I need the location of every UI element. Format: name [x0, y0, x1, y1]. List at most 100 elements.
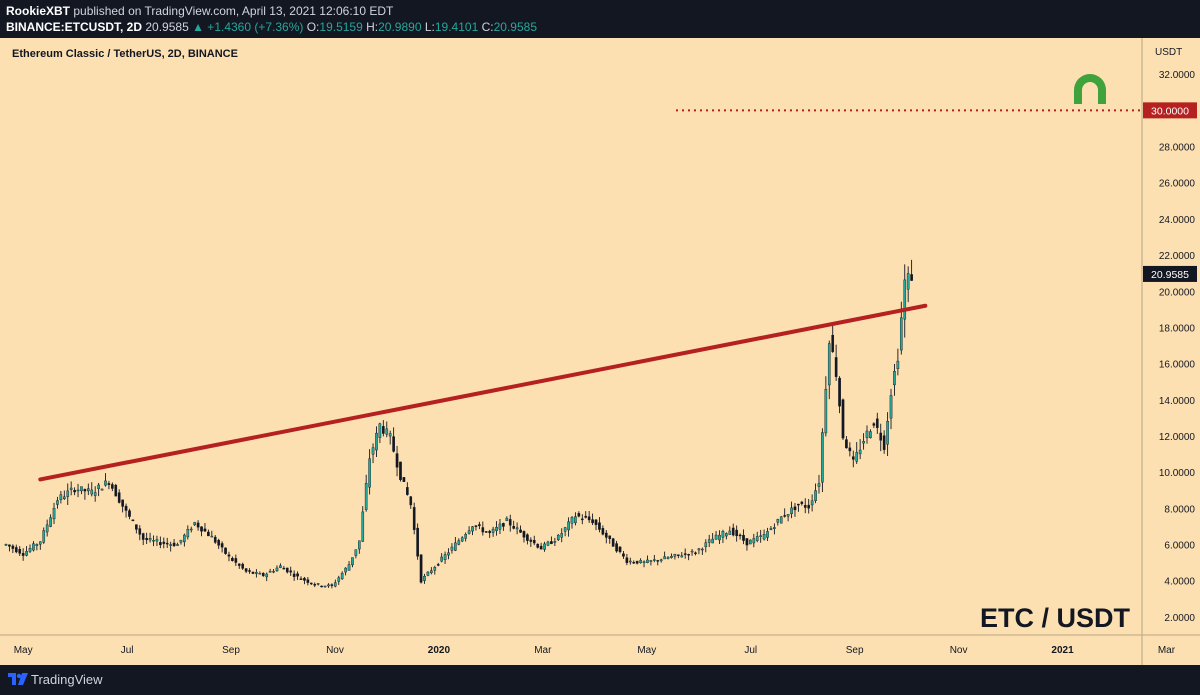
candle	[570, 516, 574, 529]
candle	[766, 527, 769, 542]
candle	[776, 518, 780, 526]
last-price-label: 20.9585	[1151, 269, 1189, 281]
axis-corner	[1142, 635, 1200, 665]
chart-title: Ethereum Classic / TetherUS, 2D, BINANCE	[12, 48, 238, 60]
candle	[896, 348, 900, 376]
candle	[893, 363, 896, 396]
candle	[906, 266, 910, 303]
candle	[536, 543, 540, 549]
candle	[251, 571, 255, 575]
candle	[388, 430, 392, 445]
time-axis[interactable]	[0, 635, 1142, 665]
candle	[117, 489, 121, 504]
candle	[224, 547, 227, 555]
y-tick-label: 22.0000	[1159, 251, 1196, 262]
candle	[622, 550, 625, 559]
candle	[608, 535, 612, 544]
candle	[731, 523, 735, 537]
candle	[749, 539, 752, 545]
candle	[371, 443, 375, 464]
candle	[11, 544, 15, 554]
candle	[237, 563, 241, 569]
candle	[797, 503, 800, 512]
candle	[183, 533, 186, 547]
price-axis[interactable]	[1142, 38, 1200, 635]
candle	[313, 582, 317, 588]
candle	[66, 483, 70, 506]
y-tick-label: 10.0000	[1159, 468, 1196, 479]
candle	[327, 583, 330, 588]
candle	[148, 532, 152, 543]
candle	[406, 482, 409, 496]
candle	[364, 474, 368, 512]
candle	[587, 510, 591, 523]
candle	[814, 483, 817, 504]
candle	[495, 521, 498, 536]
candle	[759, 529, 762, 543]
price-chart[interactable]: Ethereum Classic / TetherUS, 2D, BINANCE…	[0, 38, 1200, 665]
candle	[35, 543, 39, 551]
candle	[827, 340, 831, 400]
candle	[821, 428, 824, 493]
candle	[231, 556, 234, 562]
candle	[128, 508, 131, 520]
candle	[279, 563, 282, 569]
candle	[584, 511, 588, 519]
candle	[385, 421, 389, 438]
candle	[512, 520, 515, 530]
candle	[714, 530, 718, 540]
candle	[361, 506, 365, 543]
candle	[375, 426, 378, 457]
candle	[659, 558, 663, 563]
candle	[488, 529, 491, 538]
candle	[241, 562, 245, 570]
currency-label: USDT	[1155, 47, 1182, 58]
candle	[738, 533, 742, 540]
candle	[107, 480, 111, 490]
candle	[347, 561, 351, 571]
candle	[546, 540, 550, 547]
candle	[306, 577, 310, 586]
candle	[272, 568, 275, 574]
low-label: L:	[424, 20, 435, 34]
candle	[656, 559, 660, 566]
high-value: 20.9890	[378, 20, 422, 34]
y-tick-label: 16.0000	[1159, 360, 1196, 371]
candle	[632, 560, 636, 564]
candle	[690, 548, 694, 556]
candle	[97, 482, 100, 497]
candle	[745, 538, 749, 551]
candle	[433, 565, 437, 575]
open-value: 19.5159	[319, 20, 363, 34]
candle	[865, 425, 869, 444]
magnet-icon	[1074, 74, 1106, 104]
candle	[454, 537, 457, 552]
candle	[382, 420, 385, 437]
plot-area[interactable]	[0, 38, 1142, 635]
candle	[773, 523, 776, 535]
candle	[152, 535, 155, 547]
tradingview-brand[interactable]: TradingView	[31, 672, 103, 687]
author-name[interactable]: RookieXBT	[6, 4, 71, 18]
candle	[725, 532, 728, 540]
candle	[296, 571, 299, 580]
candle	[639, 558, 642, 564]
candle	[316, 583, 320, 586]
candle	[93, 486, 97, 502]
candle	[683, 548, 687, 559]
candle	[481, 521, 485, 536]
candle	[52, 502, 56, 525]
candle	[553, 537, 557, 547]
resistance-trendline[interactable]	[38, 303, 928, 482]
candle	[261, 572, 265, 577]
candle	[392, 427, 395, 453]
y-tick-label: 8.0000	[1164, 504, 1195, 515]
candle	[395, 445, 399, 477]
candle	[629, 557, 632, 565]
candle	[831, 325, 835, 353]
candle	[340, 571, 344, 580]
candle	[519, 525, 522, 534]
candle	[145, 532, 148, 544]
candle	[330, 583, 334, 589]
candle	[529, 537, 533, 548]
